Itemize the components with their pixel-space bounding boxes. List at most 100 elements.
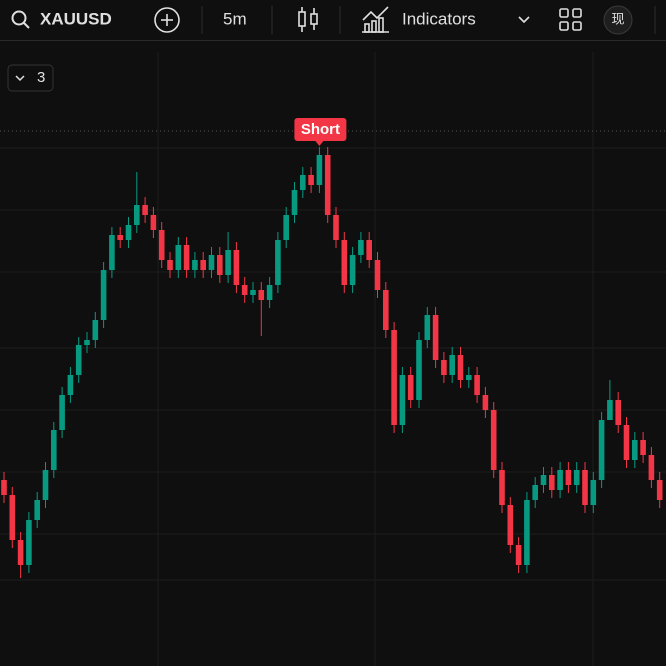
candle-body bbox=[565, 470, 572, 485]
candle-body bbox=[150, 215, 157, 230]
signal-label: Short bbox=[301, 121, 340, 138]
chart-type-button[interactable] bbox=[298, 7, 318, 32]
candle-body bbox=[640, 440, 646, 455]
candle-body bbox=[399, 375, 406, 425]
candle-body bbox=[291, 190, 298, 215]
candle-body bbox=[241, 285, 248, 295]
candle-body bbox=[432, 315, 439, 360]
candle-body bbox=[183, 245, 190, 270]
candle-body bbox=[316, 155, 323, 185]
candle-body bbox=[524, 500, 530, 565]
candle-body bbox=[407, 375, 414, 400]
candle-body bbox=[515, 545, 522, 565]
candle-body bbox=[598, 420, 605, 480]
candle-body bbox=[540, 475, 547, 485]
candle-body bbox=[341, 240, 348, 285]
dropdown-chevron[interactable] bbox=[518, 16, 530, 24]
candle-body bbox=[308, 175, 314, 185]
signal-label-pointer bbox=[315, 141, 324, 146]
indicator-count[interactable]: 3 bbox=[37, 69, 45, 86]
background-grid bbox=[0, 52, 666, 666]
candle-body bbox=[134, 205, 140, 225]
candle-body bbox=[573, 470, 580, 485]
candle-body bbox=[275, 240, 281, 285]
candle-body bbox=[424, 315, 431, 340]
candle-body bbox=[233, 250, 240, 285]
candle-body bbox=[623, 425, 630, 460]
candle-body bbox=[17, 540, 24, 565]
candle-body bbox=[358, 240, 364, 255]
plot-area: Short bbox=[1, 118, 663, 578]
candle-body bbox=[490, 410, 497, 470]
candle-body bbox=[656, 480, 663, 500]
language-label[interactable]: 现 bbox=[611, 11, 624, 26]
candle-body bbox=[374, 260, 381, 290]
candle-body bbox=[59, 395, 65, 430]
candle-body bbox=[258, 290, 265, 300]
candle-body bbox=[250, 290, 256, 295]
candle-body bbox=[34, 500, 40, 520]
candle-body bbox=[449, 355, 455, 375]
candle-body bbox=[75, 345, 82, 375]
candle-body bbox=[84, 340, 90, 345]
candle-body bbox=[125, 225, 132, 240]
candle-body bbox=[283, 215, 289, 240]
candle-body bbox=[383, 290, 389, 330]
candle-body bbox=[607, 400, 613, 420]
candle-body bbox=[416, 340, 422, 400]
candle-body bbox=[192, 260, 198, 270]
candle-body bbox=[167, 260, 173, 270]
candle-body bbox=[266, 285, 273, 300]
candle-body bbox=[349, 255, 356, 285]
candle-body bbox=[615, 400, 621, 425]
candle-body bbox=[100, 270, 107, 320]
candle-body bbox=[67, 375, 74, 395]
candle-body bbox=[648, 455, 655, 480]
collapse-chevron[interactable] bbox=[15, 75, 25, 82]
candle-body bbox=[142, 205, 148, 215]
language-button[interactable] bbox=[603, 5, 633, 35]
candle-body bbox=[225, 250, 231, 275]
candle-body bbox=[632, 440, 638, 460]
candle-body bbox=[499, 470, 505, 505]
candle-body bbox=[333, 215, 339, 240]
signal-label-box bbox=[294, 118, 347, 141]
layout-button[interactable] bbox=[559, 8, 582, 31]
candle-body bbox=[109, 235, 115, 270]
candle-body bbox=[474, 375, 480, 395]
candle-body bbox=[549, 475, 555, 490]
indicator-toggle[interactable] bbox=[7, 64, 54, 92]
candle-body bbox=[208, 255, 215, 270]
candle-body bbox=[117, 235, 123, 240]
compare-button[interactable] bbox=[154, 7, 180, 33]
candle-body bbox=[158, 230, 165, 260]
candle-body bbox=[466, 375, 472, 380]
candle-body bbox=[1, 480, 7, 495]
search-button[interactable] bbox=[11, 10, 30, 29]
toolbar bbox=[0, 0, 666, 40]
candle-body bbox=[532, 485, 538, 500]
candle-body bbox=[457, 355, 464, 380]
candle-body bbox=[26, 520, 32, 565]
symbol[interactable]: XAUUSD bbox=[40, 9, 112, 28]
candle-body bbox=[441, 360, 447, 375]
indicators-button[interactable]: Indicators bbox=[402, 9, 476, 28]
candle-body bbox=[391, 330, 397, 425]
candle-body bbox=[507, 505, 514, 545]
candle-body bbox=[300, 175, 306, 190]
candle-body bbox=[42, 470, 49, 500]
candle-body bbox=[92, 320, 99, 340]
candle-body bbox=[557, 470, 563, 490]
candle-body bbox=[590, 480, 597, 505]
candle-body bbox=[324, 155, 331, 215]
candle-body bbox=[366, 240, 372, 260]
candle-body bbox=[200, 260, 206, 270]
indicators-icon[interactable] bbox=[362, 6, 389, 33]
candle-body bbox=[217, 255, 223, 275]
candle-body bbox=[582, 470, 588, 505]
candle-body bbox=[51, 430, 57, 470]
interval[interactable]: 5m bbox=[223, 9, 247, 28]
candle-body bbox=[482, 395, 489, 410]
